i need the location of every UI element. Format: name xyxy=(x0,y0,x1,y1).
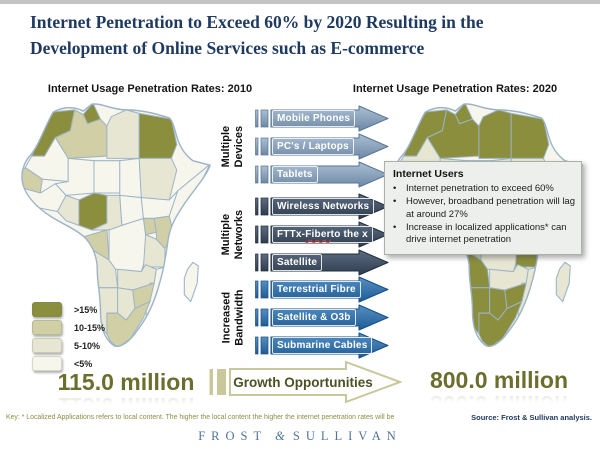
arrow-shape xyxy=(255,105,389,132)
logo-frost: FROST xyxy=(198,429,268,443)
growth-opportunities-arrow: Growth Opportunities xyxy=(208,360,402,404)
map-2010-header: Internet Usage Penetration Rates: 2010 xyxy=(47,83,253,95)
region-sudan xyxy=(138,157,178,201)
process-arrow: Wireless Networks xyxy=(255,193,390,220)
region-chad xyxy=(119,157,142,199)
arrow-shape xyxy=(255,161,389,188)
arrow-group: Terrestrial Fibre Satellite & O3b Submarin… xyxy=(255,276,390,360)
legend-label: >15% xyxy=(74,304,98,315)
arrow-label: Wireless Networks xyxy=(272,198,375,215)
key-note: Key: * Localized Applications refers to … xyxy=(6,414,395,421)
arrow-label: PC's / Laptops xyxy=(272,138,354,155)
arrow-shape xyxy=(255,133,389,160)
region-niger xyxy=(93,160,121,194)
growth-arrow-label: Growth Opportunities xyxy=(233,374,373,390)
arrow-shape xyxy=(255,193,389,220)
growth-arrow-shape xyxy=(209,360,402,404)
arrow-label: Mobile Phones xyxy=(272,110,356,127)
arrow-group: Wireless Networks FTTx- Fiber to the x Sat… xyxy=(255,193,390,277)
slide-title: Internet Penetration to Exceed 60% by 20… xyxy=(30,9,590,62)
region-madagascar xyxy=(183,261,199,303)
africa-map-svg xyxy=(21,103,212,347)
region-libya xyxy=(478,109,512,159)
region-mauritania xyxy=(24,137,69,183)
bullet-dot-icon: • xyxy=(393,196,397,208)
callout-heading: Internet Users xyxy=(393,168,464,180)
callout-bullet: • Internet penetration to exceed 60% xyxy=(393,183,554,194)
process-arrow: Satellite xyxy=(255,249,390,276)
region-egypt xyxy=(510,112,550,159)
process-arrow: Mobile Phones xyxy=(255,105,390,132)
legend-label: 5-10% xyxy=(74,340,101,351)
region-egypt xyxy=(138,112,178,159)
arrow-shape xyxy=(255,276,389,303)
arrow-group: Mobile Phones PC's / Laptops Tablets xyxy=(255,105,390,189)
legend-swatch xyxy=(32,302,62,317)
bullet-dot-icon: • xyxy=(393,183,397,194)
arrow-label: Satellite xyxy=(272,254,323,271)
source-note: Source: Frost & Sullivan analysis. xyxy=(471,413,592,422)
arrow-shape xyxy=(255,332,389,359)
group-label-devices: Multiple Devices xyxy=(220,125,245,168)
process-arrow: Tablets xyxy=(255,161,390,188)
legend-swatch xyxy=(32,338,62,353)
legend-swatch xyxy=(32,356,62,371)
africa-map-2010 xyxy=(8,96,223,364)
region-senegal xyxy=(21,167,43,194)
legend-item: >15% xyxy=(32,302,105,317)
group-label-networks: Multiple Networks xyxy=(220,209,245,260)
region-madagascar xyxy=(555,261,571,303)
arrow-label: Tablets xyxy=(272,166,318,183)
arrow-label: FTTx- Fiber to the x xyxy=(272,226,373,243)
map-legend: >15% 10-15% 5-10% <5% xyxy=(32,302,105,374)
callout-bullet: • However, broadband penetration will lag… xyxy=(393,196,575,220)
total-users-2010: 115.0 million xyxy=(57,369,195,395)
legend-item: 10-15% xyxy=(32,320,105,335)
process-arrow: Submarine Cables xyxy=(255,332,390,359)
process-arrow: FTTx- Fiber to the x xyxy=(255,221,390,248)
legend-item: 5-10% xyxy=(32,338,105,353)
group-label-bandwidth: Increased Bandwidth xyxy=(220,289,245,346)
total-users-2020: 800.0 million xyxy=(429,367,569,393)
process-arrow: PC's / Laptops xyxy=(255,133,390,160)
callout-bullet: • Increase in localized applications* can… xyxy=(393,222,567,246)
frost-sullivan-logo: FROST & SULLIVAN xyxy=(0,429,600,444)
internet-users-callout: Internet Users • Internet penetration to … xyxy=(384,161,582,255)
legend-swatch xyxy=(32,320,62,335)
arrow-shape xyxy=(255,249,389,276)
legend-item: <5% xyxy=(32,356,105,371)
process-arrow: Satellite & O3b xyxy=(255,304,390,331)
process-arrow: Terrestrial Fibre xyxy=(255,276,390,303)
region-libya xyxy=(106,109,140,159)
slide-title-line1: Internet Penetration to Exceed 60% by 20… xyxy=(30,12,484,32)
logo-ampersand: & xyxy=(275,429,285,443)
arrow-label: Satellite & O3b xyxy=(272,309,356,326)
arrow-label: Terrestrial Fibre xyxy=(272,281,361,298)
legend-label: <5% xyxy=(74,358,93,369)
arrow-shape xyxy=(255,304,389,331)
logo-sullivan: SULLIVAN xyxy=(292,429,402,443)
window-top-edge xyxy=(0,0,600,4)
slide-title-line2: Development of Online Services such as E… xyxy=(30,38,425,59)
arrow-label: Submarine Cables xyxy=(272,337,373,354)
map-2020-header: Internet Usage Penetration Rates: 2020 xyxy=(352,83,558,95)
legend-label: 10-15% xyxy=(74,322,106,333)
arrow-shape xyxy=(255,221,389,248)
bullet-dot-icon: • xyxy=(393,222,397,234)
